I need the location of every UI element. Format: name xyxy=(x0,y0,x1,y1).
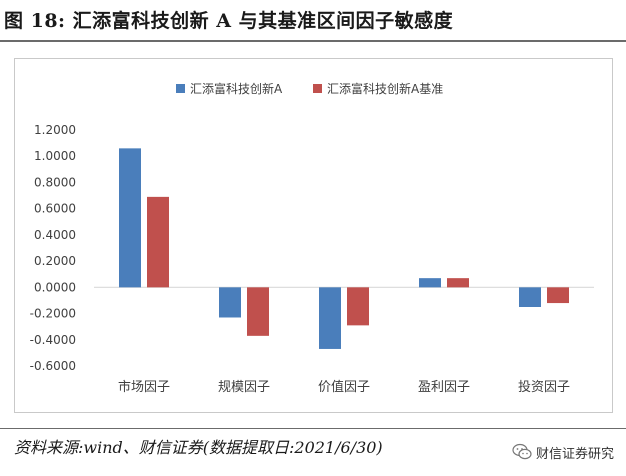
y-tick-label: -0.2000 xyxy=(30,307,76,321)
y-tick-label: -0.6000 xyxy=(30,359,76,373)
y-tick-label: 0.8000 xyxy=(34,175,76,189)
title-divider xyxy=(0,40,626,42)
bar-benchmark-4 xyxy=(547,287,569,304)
chart-legend: 汇添富科技创新A 汇添富科技创新A基准 xyxy=(176,81,443,96)
bar-benchmark-1 xyxy=(247,287,269,336)
x-category-label: 规模因子 xyxy=(218,380,270,395)
bar-fund-4 xyxy=(519,287,541,307)
y-tick-label: 1.0000 xyxy=(34,149,76,163)
x-category-label: 盈利因子 xyxy=(418,380,470,395)
source-divider xyxy=(0,428,626,429)
bar-benchmark-2 xyxy=(347,287,369,326)
bar-fund-3 xyxy=(419,278,441,288)
watermark: 财信证券研究 xyxy=(507,440,620,464)
y-tick-label: 0.4000 xyxy=(34,228,76,242)
watermark-text: 财信证券研究 xyxy=(535,446,614,462)
y-tick-label: 1.2000 xyxy=(34,123,76,137)
figure-title: 图 18: 汇添富科技创新 A 与其基准区间因子敏感度 xyxy=(4,10,454,32)
legend-swatch-benchmark xyxy=(313,84,322,93)
bar-fund-0 xyxy=(119,148,141,288)
bar-benchmark-3 xyxy=(447,278,469,288)
y-tick-label: -0.4000 xyxy=(30,333,76,347)
bar-chart: 汇添富科技创新A 汇添富科技创新A基准 -0.6000 -0.4000 -0.2000… xyxy=(14,58,613,413)
bar-fund-1 xyxy=(219,287,241,318)
source-note: 资料来源:wind、财信证券(数据提取日:2021/6/30) xyxy=(14,438,383,457)
x-category-label: 价值因子 xyxy=(318,379,370,395)
y-tick-label: 0.6000 xyxy=(34,202,76,216)
wechat-icon xyxy=(512,443,532,460)
bar-benchmark-0 xyxy=(147,196,169,288)
x-axis: 市场因子 规模因子 价值因子 盈利因子 投资因子 xyxy=(118,379,570,395)
chart-area: 汇添富科技创新A 汇添富科技创新A基准 -0.6000 -0.4000 -0.2000… xyxy=(0,46,626,428)
legend-swatch-fund xyxy=(176,84,185,93)
legend-label-fund: 汇添富科技创新A xyxy=(190,81,283,96)
legend-label-benchmark: 汇添富科技创新A基准 xyxy=(327,81,443,96)
bar-series xyxy=(119,148,569,349)
chart-border xyxy=(14,58,613,413)
y-axis: -0.6000 -0.4000 -0.2000 0.0000 0.2000 0.4000 0… xyxy=(30,123,594,373)
x-category-label: 市场因子 xyxy=(118,379,170,395)
y-tick-label: 0.0000 xyxy=(34,280,76,294)
y-tick-label: 0.2000 xyxy=(34,254,76,268)
bar-fund-2 xyxy=(319,287,341,349)
x-category-label: 投资因子 xyxy=(518,379,570,395)
